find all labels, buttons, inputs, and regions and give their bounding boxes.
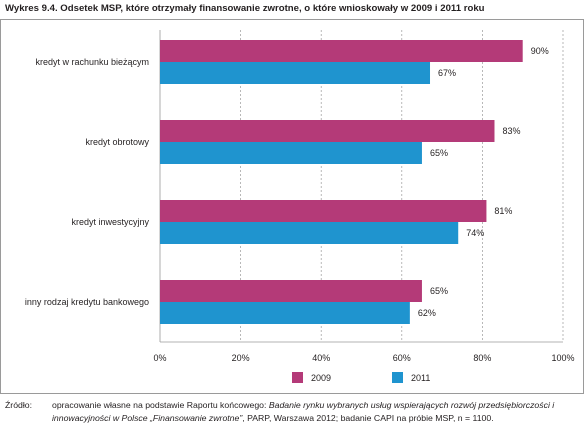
value-label-2009-3: 65% [430,286,448,296]
source-label: Źródło: [5,400,33,410]
value-label-2011-1: 65% [430,148,448,158]
value-label-2009-1: 83% [502,126,520,136]
x-tick-label-40: 40% [312,353,330,363]
x-tick-label-60: 60% [393,353,411,363]
value-label-2011-0: 67% [438,68,456,78]
bar-2011-0 [160,62,431,84]
value-label-2011-3: 62% [418,308,436,318]
x-tick-label-80: 80% [473,353,491,363]
bar-2009-2 [160,200,487,222]
category-label-0: kredyt w rachunku bieżącym [35,57,149,67]
x-tick-label-20: 20% [232,353,250,363]
source-text-italic: Badanie rynku wybranych usług wspierając… [52,400,555,423]
category-label-2: kredyt inwestycyjny [71,217,149,227]
chart-title: Wykres 9.4. Odsetek MSP, które otrzymały… [5,3,485,14]
x-tick-label-0: 0% [153,353,166,363]
value-label-2011-2: 74% [466,228,484,238]
bar-2009-1 [160,120,495,142]
legend-swatch-2009 [292,372,303,383]
source-text-part3: , PARP, Warszawa 2012; badanie CAPI na p… [242,412,494,423]
value-label-2009-0: 90% [531,46,549,56]
chart-frame [0,19,584,394]
bar-2011-1 [160,142,422,164]
source-text-part1: opracowanie własne na podstawie Raportu … [52,400,269,410]
value-label-2009-2: 81% [494,206,512,216]
bar-2009-3 [160,280,422,302]
bar-2011-2 [160,222,459,244]
bar-2011-3 [160,302,410,324]
legend-swatch-2011 [392,372,403,383]
source-text: opracowanie własne na podstawie Raportu … [52,399,582,424]
category-label-1: kredyt obrotowy [85,137,149,147]
bar-2009-0 [160,40,523,62]
x-tick-label-100: 100% [551,353,574,363]
legend-label-2009: 2009 [311,373,331,383]
category-label-3: inny rodzaj kredytu bankowego [25,297,149,307]
legend-label-2011: 2011 [411,373,430,383]
